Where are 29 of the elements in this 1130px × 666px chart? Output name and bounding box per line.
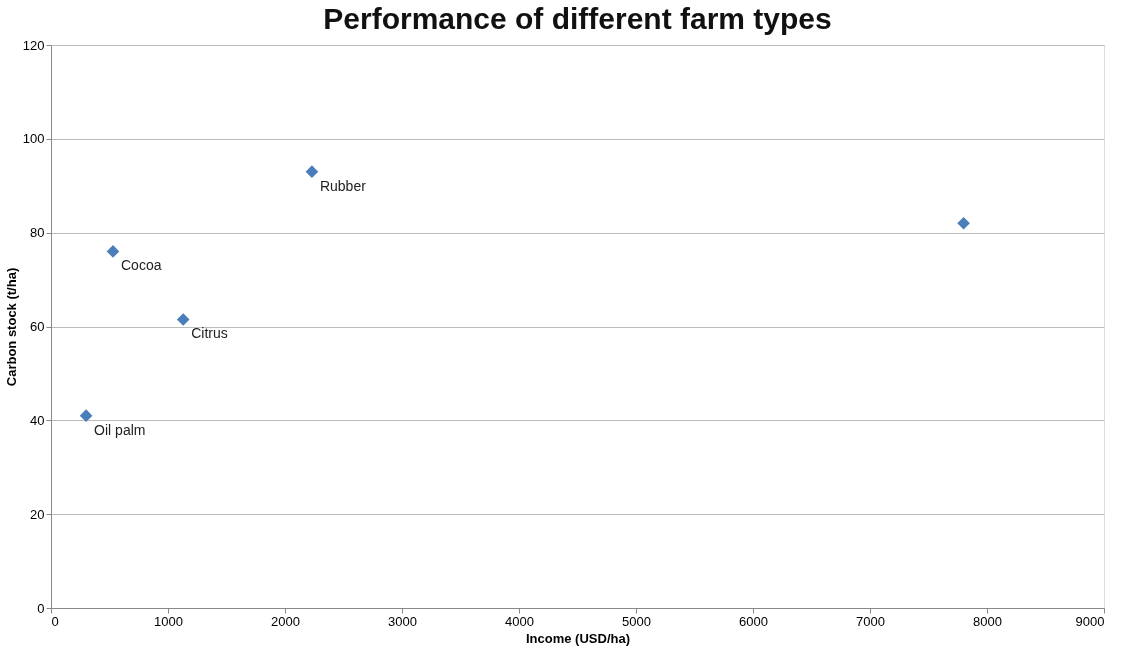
x-tick-label: 1000 [154,613,183,629]
x-tick-label: 4000 [505,613,534,629]
x-tick-label: 8000 [973,613,1002,629]
annotation: Rubber [319,177,367,194]
x-tick-label: 3000 [388,613,417,629]
y-tick-label: 120 [22,37,45,53]
annotation: Oil palm [94,421,146,438]
chart-title: Performance of different farm types [323,2,832,35]
annotation: Citrus [191,325,228,342]
y-tick-label: 80 [30,225,45,241]
y-tick-label: 40 [30,412,45,428]
point [176,313,190,326]
point [79,409,93,422]
point [957,216,970,230]
x-tick-label: 9000 [1075,613,1105,629]
y-tick-label: 60 [30,319,45,334]
point [305,165,319,178]
y-tick-label: 100 [22,131,45,147]
annotation: Cocoa [121,257,162,274]
x-tick-label: 6000 [739,613,768,629]
point [106,245,120,258]
y-axis-title: Carbon stock (t/ha) [3,267,19,387]
x-tick-label: 2000 [271,613,300,629]
x-tick-label: 0 [51,613,59,629]
x-tick-label: 7000 [856,613,885,629]
y-tick-label: 0 [37,600,45,616]
x-axis-title: Income (USD/ha) [525,630,631,646]
y-tick-label: 20 [30,506,45,522]
x-tick-label: 5000 [622,613,651,629]
